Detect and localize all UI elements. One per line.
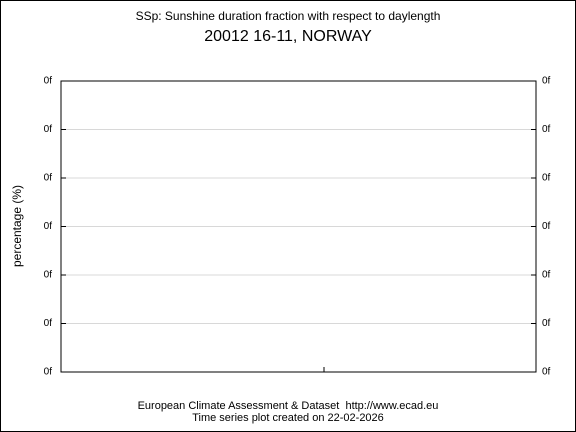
plot-frame <box>60 80 537 373</box>
y-tick-label: 0f <box>44 173 53 184</box>
chart-subtitle: 20012 16-11, NORWAY <box>204 28 372 45</box>
y-tick-label: 0f <box>542 318 551 329</box>
footer-line: European Climate Assessment & Dataset ht… <box>138 400 439 412</box>
y-tick-label: 0f <box>542 270 551 281</box>
y-axis-label: percentage (%) <box>10 185 24 267</box>
y-tick-label: 0f <box>542 221 551 232</box>
y-tick-label: 0f <box>44 221 53 232</box>
chart-title: SSp: Sunshine duration fraction with res… <box>136 9 441 23</box>
y-tick-label: 0f <box>44 318 53 329</box>
footer-line: Time series plot created on 22-02-2026 <box>192 412 384 424</box>
y-tick-label: 0f <box>44 270 53 281</box>
y-tick-label: 0f <box>542 173 551 184</box>
y-tick-label: 0f <box>542 367 551 378</box>
y-tick-label: 0f <box>542 124 551 135</box>
y-tick-label: 0f <box>44 367 53 378</box>
y-tick-label: 0f <box>542 76 551 87</box>
y-tick-label: 0f <box>44 124 53 135</box>
y-tick-label: 0f <box>44 76 53 87</box>
